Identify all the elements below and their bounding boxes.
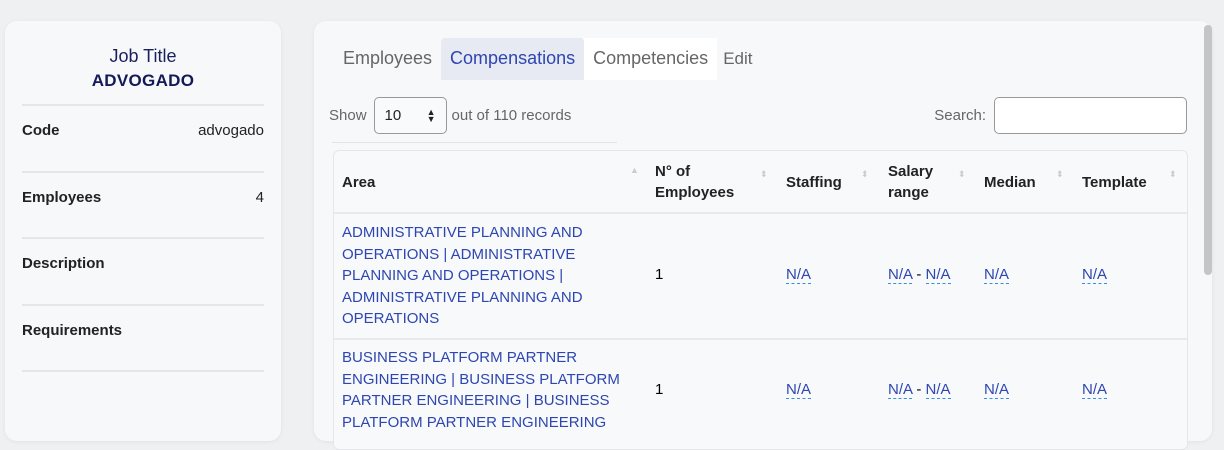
tab-compensations[interactable]: Compensations — [441, 38, 585, 80]
tab-edit[interactable]: Edit — [723, 49, 753, 68]
staffing-link[interactable]: N/A — [786, 266, 812, 284]
median-link[interactable]: N/A — [984, 381, 1010, 399]
sort-icon[interactable]: ⬍ — [1169, 169, 1177, 179]
template-link[interactable]: N/A — [1082, 266, 1108, 284]
salary-min-link[interactable]: N/A — [888, 381, 913, 399]
salary-min-link[interactable]: N/A — [888, 266, 913, 284]
field-value: advogado — [198, 122, 264, 139]
salary-separator: - — [916, 381, 922, 398]
sort-icon[interactable]: ⬍ — [958, 169, 966, 179]
field-employees: Employees 4 — [22, 171, 264, 206]
median-link[interactable]: N/A — [984, 266, 1010, 284]
field-label: Employees — [22, 189, 102, 206]
area-link[interactable]: BUSINESS PLATFORM PARTNER ENGINEERING | … — [342, 349, 620, 431]
column-header-staffing[interactable]: Staffing — [786, 173, 842, 191]
column-header-employees[interactable]: N° of Employees — [655, 163, 735, 201]
search-control: Search: — [934, 97, 1187, 134]
page-size-select[interactable]: 10 ▲ ▼ — [373, 97, 447, 134]
staffing-link[interactable]: N/A — [786, 381, 812, 399]
divider — [334, 212, 1187, 214]
salary-max-link[interactable]: N/A — [925, 266, 951, 284]
sort-icon[interactable]: ⬍ — [861, 169, 869, 179]
sort-asc-icon[interactable]: ▲ — [630, 165, 639, 175]
column-header-template[interactable]: Template — [1082, 173, 1147, 191]
area-link[interactable]: ADMINISTRATIVE PLANNING AND OPERATIONS |… — [342, 224, 583, 327]
employees-count: 1 — [655, 266, 664, 283]
column-header-salary-range[interactable]: Salary range — [888, 163, 934, 201]
compensations-table: Area ▲ N° of Employees ⬍ Staffing ⬍ Sala… — [333, 150, 1188, 450]
field-requirements: Requirements — [22, 304, 264, 339]
field-label: Code — [22, 122, 60, 139]
scrollbar[interactable] — [1204, 25, 1212, 275]
divider — [332, 142, 617, 143]
sort-icon[interactable]: ⬍ — [760, 169, 768, 179]
show-label: Show — [329, 107, 367, 124]
details-card: Employees Compensations Competencies Edi… — [314, 21, 1212, 450]
page-size-control: Show 10 ▲ ▼ out of 110 records — [329, 97, 571, 134]
job-summary-card: Job Title ADVOGADO Code advogado Employee… — [5, 21, 281, 441]
job-title-label: Job Title — [109, 46, 177, 66]
field-label: Requirements — [22, 322, 123, 339]
tab-employees[interactable]: Employees — [343, 48, 433, 68]
field-description: Description — [22, 237, 264, 272]
field-label: Description — [22, 255, 105, 272]
updown-icon: ▲ ▼ — [426, 106, 436, 124]
employees-count: 1 — [655, 381, 664, 398]
field-value: 4 — [255, 189, 264, 206]
column-header-area[interactable]: Area — [342, 173, 376, 191]
tab-competencies[interactable]: Competencies — [584, 38, 718, 80]
column-header-median[interactable]: Median — [984, 173, 1036, 191]
divider — [334, 338, 1187, 340]
template-link[interactable]: N/A — [1082, 381, 1108, 399]
field-code: Code advogado — [22, 104, 264, 139]
salary-max-link[interactable]: N/A — [925, 381, 951, 399]
salary-separator: - — [916, 266, 922, 283]
page-size-value: 10 — [384, 107, 402, 124]
sort-icon[interactable]: ⬍ — [1056, 169, 1064, 179]
tab-bar: Employees Compensations Competencies Edi… — [334, 38, 758, 80]
search-label: Search: — [934, 107, 986, 124]
divider — [22, 370, 264, 372]
search-input[interactable] — [994, 97, 1187, 134]
records-count: out of 110 records — [451, 107, 572, 124]
job-title-value: ADVOGADO — [91, 71, 195, 90]
